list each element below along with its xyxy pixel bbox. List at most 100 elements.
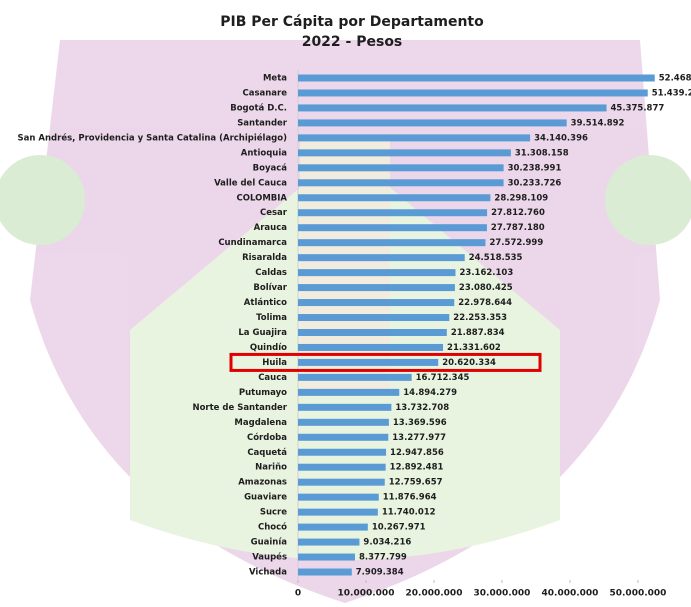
category-label: Caquetá <box>247 448 287 458</box>
bar <box>298 418 389 426</box>
value-label: 23.080.425 <box>459 283 513 293</box>
value-label: 23.162.103 <box>459 268 513 278</box>
category-label: Chocó <box>258 522 287 533</box>
value-label: 12.947.856 <box>390 448 444 458</box>
bar <box>298 538 360 546</box>
category-label: Cesar <box>260 208 288 218</box>
category-label: Vichada <box>249 568 287 578</box>
bar <box>298 568 352 576</box>
category-label: Risaralda <box>242 253 287 263</box>
category-label: La Guajira <box>238 328 287 338</box>
x-tick-label: 50.000.000 <box>609 589 666 599</box>
category-label: Bolívar <box>253 283 287 293</box>
category-label: San Andrés, Providencia y Santa Catalina… <box>18 132 288 143</box>
category-label: Córdoba <box>247 432 287 443</box>
category-label: Casanare <box>242 88 287 98</box>
bar <box>298 149 511 157</box>
value-label: 21.331.602 <box>447 343 501 353</box>
category-label: Caldas <box>255 268 287 278</box>
value-label: 8.377.799 <box>359 553 407 563</box>
value-label: 45.375.877 <box>611 103 665 113</box>
chart-title: PIB Per Cápita por Departamento <box>220 14 484 30</box>
bar <box>298 508 378 516</box>
value-label: 13.369.596 <box>393 418 447 428</box>
bar <box>298 448 387 456</box>
x-tick-label: 30.000.000 <box>474 589 531 599</box>
category-label: Nariño <box>255 463 287 473</box>
bar <box>298 478 385 486</box>
value-label: 27.787.180 <box>491 223 545 233</box>
x-tick-label: 0 <box>295 589 301 599</box>
value-label: 22.253.353 <box>453 313 507 323</box>
bar <box>298 254 465 262</box>
bar <box>298 299 455 307</box>
bar <box>298 433 389 441</box>
bar <box>298 403 392 411</box>
category-label: Meta <box>263 74 287 84</box>
category-label: Guainía <box>251 538 288 548</box>
category-label: Bogotá D.C. <box>230 103 287 113</box>
value-label: 39.514.892 <box>571 118 625 128</box>
value-label: 20.620.334 <box>442 358 496 368</box>
bar <box>298 74 655 82</box>
bar <box>298 343 444 351</box>
value-label: 16.712.345 <box>416 373 470 383</box>
bar <box>298 523 368 531</box>
category-label: Atlántico <box>244 298 287 308</box>
category-label: Vaupés <box>252 552 287 563</box>
value-label: 13.732.708 <box>395 403 449 413</box>
value-label: 13.277.977 <box>392 433 446 443</box>
category-label: Valle del Cauca <box>214 178 287 188</box>
value-label: 31.308.158 <box>515 148 569 158</box>
bar <box>298 119 567 127</box>
category-label: Boyacá <box>253 163 288 173</box>
value-label: 7.909.384 <box>356 568 404 578</box>
bar <box>298 328 447 336</box>
category-label: COLOMBIA <box>237 193 288 203</box>
value-label: 30.233.726 <box>508 178 562 188</box>
highlight-box <box>229 352 542 372</box>
bar <box>298 358 439 366</box>
value-label: 34.140.396 <box>534 133 588 143</box>
category-label: Amazonas <box>238 478 287 488</box>
bar <box>298 314 450 322</box>
category-label: Quindío <box>250 343 287 353</box>
category-label: Guaviare <box>244 493 287 503</box>
chart-subtitle: 2022 - Pesos <box>302 34 403 50</box>
value-label: 11.876.964 <box>383 493 437 503</box>
bar <box>298 553 355 561</box>
x-tick-label: 40.000.000 <box>542 589 599 599</box>
category-label: Huila <box>262 358 287 368</box>
category-label: Putumayo <box>239 388 287 398</box>
bar <box>298 463 386 471</box>
value-label: 22.978.644 <box>458 298 512 308</box>
category-label: Tolima <box>256 313 287 323</box>
value-label: 10.267.971 <box>372 523 426 533</box>
value-label: 21.887.834 <box>451 328 505 338</box>
category-label: Magdalena <box>234 418 287 428</box>
category-label: Norte de Santander <box>192 403 287 413</box>
bar <box>298 493 379 501</box>
value-label: 30.238.991 <box>508 163 562 173</box>
bar <box>298 179 504 187</box>
value-label: 12.759.657 <box>389 478 443 488</box>
bar <box>298 164 504 172</box>
value-label: 51.439.23 <box>652 88 691 98</box>
bar <box>298 373 412 381</box>
bar <box>298 388 400 396</box>
x-tick-label: 20.000.000 <box>406 589 463 599</box>
bar <box>298 269 456 277</box>
value-label: 24.518.535 <box>469 253 523 263</box>
x-tick-label: 10.000.000 <box>338 589 395 599</box>
bar <box>298 104 607 112</box>
bar <box>298 89 648 97</box>
category-label: Cundinamarca <box>218 238 287 248</box>
bar <box>298 239 486 247</box>
category-label: Sucre <box>260 508 287 518</box>
value-label: 9.034.216 <box>363 538 411 548</box>
value-label: 12.892.481 <box>390 463 444 473</box>
category-label: Antioquia <box>241 148 287 158</box>
bar <box>298 224 487 232</box>
value-label: 28.298.109 <box>494 193 548 203</box>
